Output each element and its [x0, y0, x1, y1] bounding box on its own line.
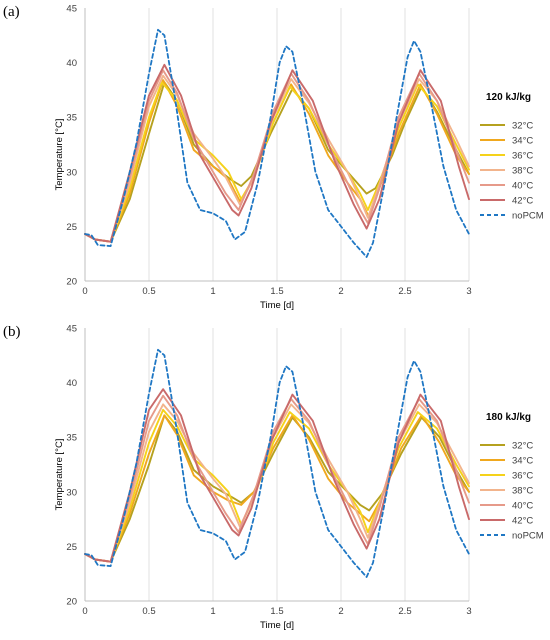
x-tick-label: 1	[210, 286, 215, 297]
panel-label: (a)	[3, 4, 20, 20]
x-tick-label: 1.5	[270, 286, 283, 297]
y-tick-label: 35	[66, 433, 77, 444]
chart-panel-a: (a) 0 0.5 1 1.5 2 2.5 3 20 25 30 35 40 45 Time [d] Tem…	[3, 4, 544, 312]
series-line-nopcm	[84, 28, 470, 258]
series-line-34c	[84, 414, 470, 563]
legend-label: 42°C	[512, 516, 533, 527]
legend-label: 42°C	[512, 196, 533, 207]
legend-title: 180 kJ/kg	[486, 412, 531, 423]
y-axis-title: Temperature [°C]	[54, 119, 65, 191]
legend-label: 38°C	[512, 166, 533, 177]
y-tick-label: 45	[66, 324, 77, 335]
y-tick-label: 30	[66, 167, 77, 178]
y-tick-label: 40	[66, 58, 77, 69]
legend-label: 40°C	[512, 181, 533, 192]
series-line-32c	[84, 414, 470, 563]
x-tick-label: 0	[82, 606, 87, 617]
series-line-36c	[84, 408, 470, 563]
x-tick-label: 3	[466, 286, 471, 297]
chart-panel-b: (b) 0 0.5 1 1.5 2 2.5 3 20 25 30 35 40 45 Time [d] Tem…	[0, 320, 550, 640]
line-chart-a: 0 0.5 1 1.5 2 2.5 3 20 25 30 35 40 45 Time [d] Tempera…	[54, 4, 544, 312]
series-line-32c	[84, 81, 470, 243]
series-line-42c	[84, 63, 470, 243]
x-tick-label: 2.5	[398, 606, 411, 617]
legend-label: 32°C	[512, 121, 533, 132]
x-tick-label: 0	[82, 286, 87, 297]
series-line-42c	[84, 388, 470, 563]
panel-label: (b)	[3, 324, 21, 340]
legend-label: 34°C	[512, 456, 533, 467]
legend-label: noPCM	[512, 211, 544, 222]
legend-label: 38°C	[512, 486, 533, 497]
x-tick-label: 1.5	[270, 606, 283, 617]
series-line-nopcm	[84, 348, 470, 578]
series-line-36c	[84, 81, 470, 243]
legend-label: 32°C	[512, 441, 533, 452]
x-axis-title: Time [d]	[260, 620, 294, 631]
legend-label: 36°C	[512, 151, 533, 162]
x-tick-label: 3	[466, 606, 471, 617]
legend-label: 34°C	[512, 136, 533, 147]
x-tick-label: 2	[338, 286, 343, 297]
legend-label: noPCM	[512, 531, 544, 542]
y-tick-label: 25	[66, 542, 77, 553]
x-tick-label: 2.5	[398, 286, 411, 297]
y-tick-label: 20	[66, 597, 77, 608]
x-tick-label: 0.5	[142, 606, 155, 617]
x-axis-title: Time [d]	[260, 300, 294, 311]
y-tick-label: 40	[66, 378, 77, 389]
y-tick-label: 45	[66, 4, 77, 15]
y-tick-label: 25	[66, 222, 77, 233]
legend-label: 40°C	[512, 501, 533, 512]
series-line-40c	[84, 394, 470, 563]
x-tick-label: 2	[338, 606, 343, 617]
y-tick-label: 20	[66, 277, 77, 288]
legend-title: 120 kJ/kg	[486, 92, 531, 103]
x-tick-label: 1	[210, 606, 215, 617]
legend-label: 36°C	[512, 471, 533, 482]
y-axis-title: Temperature [°C]	[54, 439, 65, 511]
series-line-40c	[84, 69, 470, 243]
y-tick-label: 30	[66, 487, 77, 498]
y-tick-label: 35	[66, 113, 77, 124]
line-chart-b: 0 0.5 1 1.5 2 2.5 3 20 25 30 35 40 45 Time [d] Tempera…	[54, 324, 544, 632]
x-tick-label: 0.5	[142, 286, 155, 297]
